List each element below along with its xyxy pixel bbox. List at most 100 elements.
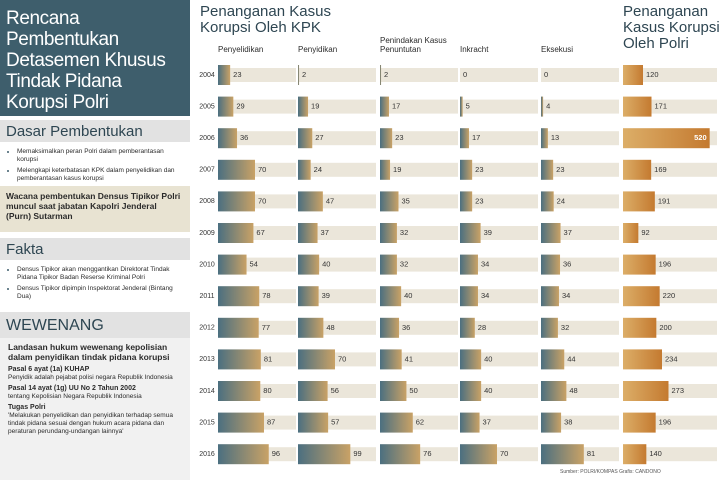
track xyxy=(460,99,538,114)
bullet-list: Memaksimalkan peran Polri dalam pemberan… xyxy=(0,148,190,186)
bar xyxy=(298,349,335,370)
value-label: 171 xyxy=(655,102,668,111)
track xyxy=(380,99,458,114)
value-label: 4 xyxy=(546,102,550,111)
year-label: 2007 xyxy=(199,167,215,174)
bar xyxy=(541,159,554,180)
value-label: 40 xyxy=(404,291,412,300)
bar xyxy=(623,223,639,243)
year-label: 2009 xyxy=(199,230,215,237)
value-label: 23 xyxy=(233,70,241,79)
value-label: 70 xyxy=(258,196,266,205)
bar xyxy=(541,412,562,433)
bar xyxy=(623,159,652,180)
bar xyxy=(460,349,482,370)
bar xyxy=(298,381,328,401)
bar xyxy=(623,254,656,275)
value-label: 520 xyxy=(694,133,707,142)
bar xyxy=(218,159,255,180)
bar xyxy=(218,254,247,275)
track xyxy=(541,68,619,82)
bar xyxy=(298,96,309,117)
value-label: 56 xyxy=(331,386,339,395)
value-label: 0 xyxy=(463,70,467,79)
year-label: 2012 xyxy=(199,325,215,332)
value-label: 40 xyxy=(484,354,492,363)
value-label: 99 xyxy=(353,449,361,458)
value-label: 70 xyxy=(258,165,266,174)
bar xyxy=(541,223,561,243)
value-label: 37 xyxy=(564,228,572,237)
value-label: 40 xyxy=(322,260,330,269)
track xyxy=(460,162,538,177)
title-line: Rencana Pembentukan xyxy=(6,8,119,50)
bar xyxy=(218,317,259,338)
value-label: 0 xyxy=(544,70,548,79)
chart-title: Penanganan Kasus Korupsi Oleh Polri xyxy=(623,3,720,52)
bar xyxy=(380,223,397,243)
value-label: 140 xyxy=(649,449,662,458)
bar xyxy=(298,191,323,212)
bar xyxy=(380,191,399,212)
track xyxy=(460,320,538,335)
value-label: 39 xyxy=(484,228,492,237)
wewenang-body: Landasan hukum wewenang kepolisian dalam… xyxy=(0,338,190,480)
bar xyxy=(460,159,473,180)
bar xyxy=(380,159,391,180)
value-label: 34 xyxy=(481,260,489,269)
value-label: 48 xyxy=(569,386,577,395)
value-label: 24 xyxy=(314,165,322,174)
bar xyxy=(380,444,421,465)
bar xyxy=(380,381,407,401)
bar xyxy=(380,65,382,85)
bar xyxy=(218,223,254,243)
value-label: 54 xyxy=(250,260,258,269)
bar xyxy=(380,317,400,338)
value-label: 23 xyxy=(475,165,483,174)
bar xyxy=(380,412,413,433)
bar xyxy=(460,128,469,149)
source: Sumber: POLRI/KOMPAS Grafis: CANDONO xyxy=(560,469,661,475)
item-title: Pasal 14 ayat (1g) UU No 2 Tahun 2002 xyxy=(8,385,136,392)
value-label: 32 xyxy=(561,323,569,332)
track xyxy=(623,68,717,82)
value-label: 28 xyxy=(478,323,486,332)
value-label: 29 xyxy=(236,102,244,111)
value-label: 76 xyxy=(423,449,431,458)
bar xyxy=(541,254,561,275)
bar xyxy=(218,65,231,85)
track xyxy=(460,68,538,82)
bar xyxy=(623,412,656,433)
bar xyxy=(218,412,264,433)
track xyxy=(298,99,376,114)
lead-text: Landasan hukum wewenang kepolisian dalam… xyxy=(8,342,170,362)
track xyxy=(623,226,717,240)
value-label: 200 xyxy=(659,323,672,332)
bar xyxy=(218,349,261,370)
value-label: 19 xyxy=(311,102,319,111)
bar xyxy=(460,444,497,465)
value-label: 19 xyxy=(393,165,401,174)
chart-title: Penanganan Kasus Korupsi Oleh KPK xyxy=(200,3,331,36)
year-label: 2006 xyxy=(199,135,215,142)
bar xyxy=(380,96,389,117)
title-line: Tindak Pidana xyxy=(6,71,122,92)
bar xyxy=(460,191,473,212)
item-title: Tugas Polri xyxy=(8,404,46,411)
series-label: Penindakan Kasus Penuntutan xyxy=(380,36,447,54)
value-label: 70 xyxy=(338,354,346,363)
bar xyxy=(380,286,402,307)
bar xyxy=(623,96,652,117)
track xyxy=(218,68,296,82)
bullet: Densus Tipikor dipimpin Inspektorat Jend… xyxy=(17,285,184,301)
bar xyxy=(460,286,478,307)
bar xyxy=(298,65,300,85)
value-label: 92 xyxy=(641,228,649,237)
value-label: 37 xyxy=(483,418,491,427)
value-label: 36 xyxy=(240,133,248,142)
value-label: 96 xyxy=(272,449,280,458)
year-label: 2013 xyxy=(199,356,215,363)
value-label: 81 xyxy=(264,354,272,363)
track xyxy=(380,68,458,82)
track xyxy=(380,162,458,177)
